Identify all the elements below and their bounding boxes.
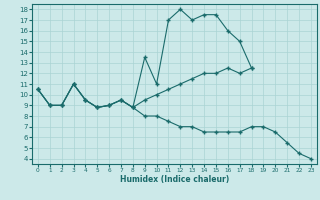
X-axis label: Humidex (Indice chaleur): Humidex (Indice chaleur) [120, 175, 229, 184]
